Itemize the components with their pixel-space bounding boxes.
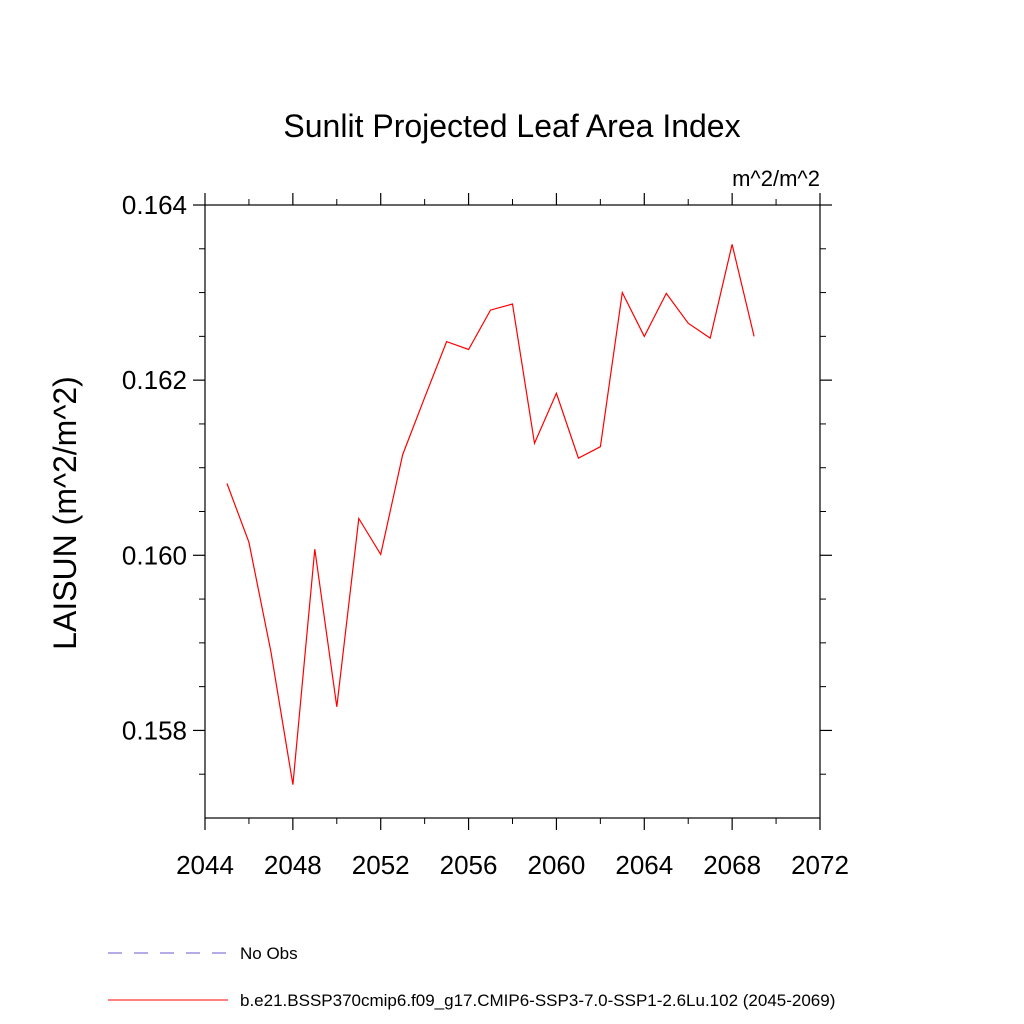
- x-tick-label: 2052: [352, 850, 410, 880]
- y-axis-label: LAISUN (m^2/m^2): [47, 376, 83, 650]
- legend: No Obs b.e21.BSSP370cmip6.f09_g17.CMIP6-…: [108, 944, 835, 1010]
- units-label: m^2/m^2: [732, 166, 820, 191]
- x-tick-label: 2064: [615, 850, 673, 880]
- series-group: [226, 244, 755, 785]
- chart-title: Sunlit Projected Leaf Area Index: [283, 108, 740, 144]
- y-tick-label: 0.160: [122, 540, 187, 570]
- plot-frame: [204, 204, 821, 819]
- x-tick-label: 2056: [440, 850, 498, 880]
- y-tick-label: 0.158: [122, 715, 187, 745]
- legend-label-series-1: b.e21.BSSP370cmip6.f09_g17.CMIP6-SSP3-7.…: [240, 991, 835, 1010]
- x-tick-label: 2072: [791, 850, 849, 880]
- x-tick-labels: 2044 2048 2052 2056 2060 2064 2068 2072: [176, 850, 849, 880]
- legend-label-no-obs: No Obs: [240, 944, 298, 963]
- axis-ticks: [193, 193, 832, 830]
- x-tick-label: 2060: [528, 850, 586, 880]
- y-tick-labels: 0.158 0.160 0.162 0.164: [122, 190, 187, 745]
- y-tick-label: 0.164: [122, 190, 187, 220]
- x-tick-label: 2068: [703, 850, 761, 880]
- series-line-1: [226, 244, 755, 785]
- y-tick-label: 0.162: [122, 365, 187, 395]
- x-tick-label: 2044: [176, 850, 234, 880]
- x-tick-label: 2048: [264, 850, 322, 880]
